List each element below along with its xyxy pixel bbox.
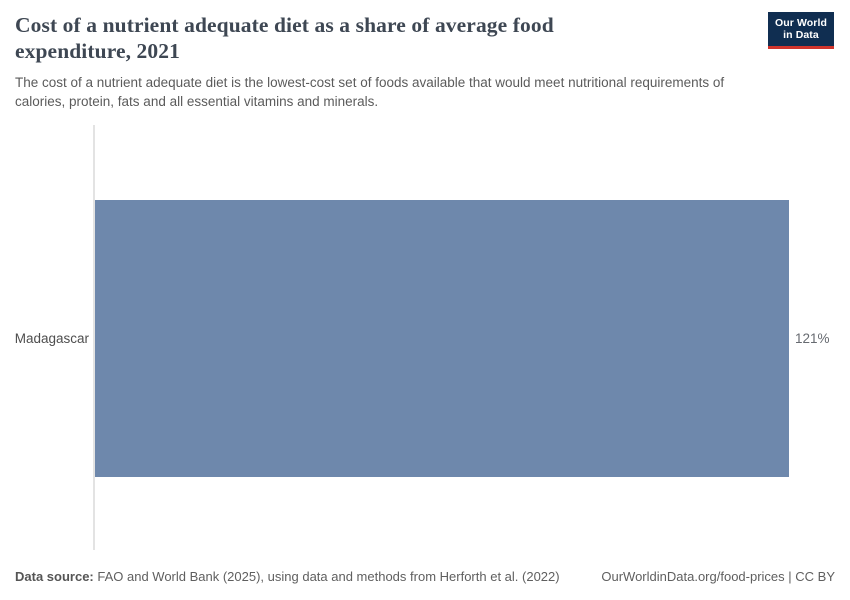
bar-madagascar[interactable] bbox=[95, 200, 789, 477]
chart-header: Cost of a nutrient adequate diet as a sh… bbox=[15, 12, 835, 111]
data-source-text: FAO and World Bank (2025), using data an… bbox=[93, 569, 560, 584]
owid-logo-line1: Our World bbox=[774, 17, 828, 29]
value-label-madagascar: 121% bbox=[795, 331, 830, 346]
chart-subtitle: The cost of a nutrient adequate diet is … bbox=[15, 75, 725, 109]
footer-license-link[interactable]: OurWorldinData.org/food-prices | CC BY bbox=[601, 569, 835, 584]
data-source-label: Data source: bbox=[15, 569, 94, 584]
y-axis-line bbox=[93, 125, 95, 550]
bar-track bbox=[95, 200, 789, 477]
owid-logo[interactable]: Our World in Data bbox=[768, 12, 834, 49]
owid-logo-line2: in Data bbox=[783, 29, 819, 41]
chart-footer: Data source: FAO and World Bank (2025), … bbox=[15, 569, 835, 585]
entity-label-madagascar[interactable]: Madagascar bbox=[14, 331, 89, 346]
data-source-line: Data source: FAO and World Bank (2025), … bbox=[15, 569, 560, 585]
chart-title: Cost of a nutrient adequate diet as a sh… bbox=[15, 13, 554, 63]
